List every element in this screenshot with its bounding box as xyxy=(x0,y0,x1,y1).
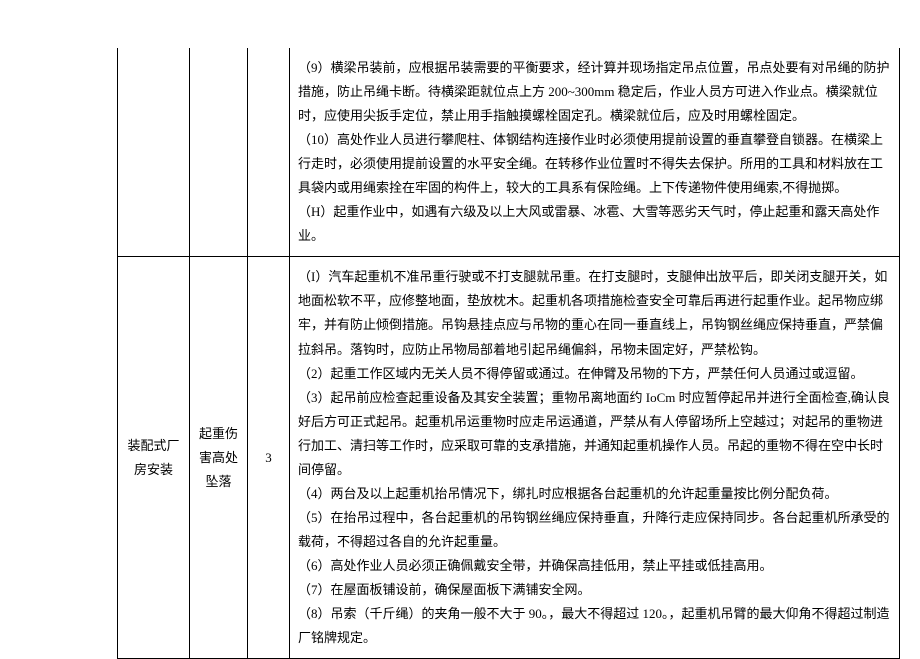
safety-table: （9）横梁吊装前，应根据吊装需要的平衡要求，经计算并现场指定吊点位置，吊点处要有… xyxy=(117,48,900,659)
cell-level xyxy=(248,48,290,257)
document-page: （9）横梁吊装前，应根据吊装需要的平衡要求，经计算并现场指定吊点位置，吊点处要有… xyxy=(0,0,920,651)
table-row: 装配式厂房安装 起重伤害高处坠落 3 （I）汽车起重机不准吊重行驶或不打支腿就吊… xyxy=(118,257,900,659)
cell-level: 3 xyxy=(248,257,290,659)
cell-hazard: 起重伤害高处坠落 xyxy=(190,257,248,659)
table-row: （9）横梁吊装前，应根据吊装需要的平衡要求，经计算并现场指定吊点位置，吊点处要有… xyxy=(118,48,900,257)
cell-measures: （9）横梁吊装前，应根据吊装需要的平衡要求，经计算并现场指定吊点位置，吊点处要有… xyxy=(290,48,900,257)
cell-operation xyxy=(118,48,190,257)
cell-hazard xyxy=(190,48,248,257)
cell-measures: （I）汽车起重机不准吊重行驶或不打支腿就吊重。在打支腿时，支腿伸出放平后，即关闭… xyxy=(290,257,900,659)
cell-operation: 装配式厂房安装 xyxy=(118,257,190,659)
